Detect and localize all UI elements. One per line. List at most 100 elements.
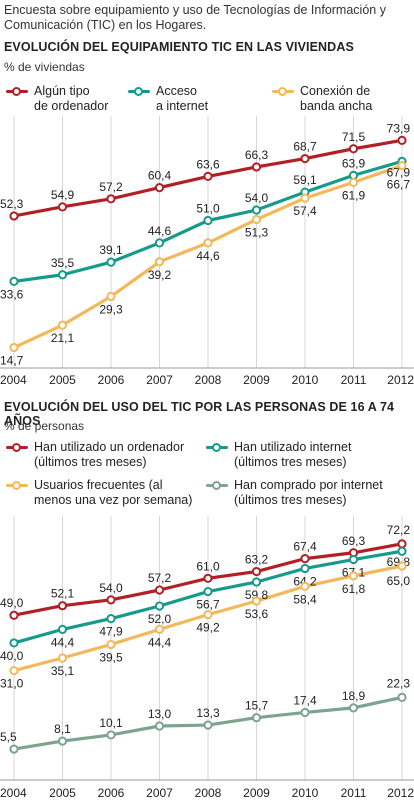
data-label: 63,2 — [245, 553, 269, 567]
data-point — [9, 744, 19, 754]
data-label: 63,6 — [196, 157, 220, 171]
data-label: 67,4 — [293, 540, 317, 554]
data-point — [300, 707, 310, 718]
data-point — [251, 566, 262, 577]
legend-swatch-teal — [206, 443, 228, 453]
data-label: 66,3 — [245, 148, 269, 162]
series-2-points: 40,044,447,952,056,759,864,267,169,8 — [0, 546, 410, 663]
data-label: 33,6 — [0, 287, 24, 301]
data-point — [106, 257, 116, 267]
data-point — [57, 320, 68, 330]
data-point — [106, 639, 116, 650]
data-label: 56,7 — [196, 598, 220, 612]
data-point — [57, 624, 68, 634]
data-label: 54,0 — [99, 581, 123, 595]
data-label: 52,1 — [51, 587, 75, 601]
data-point — [106, 291, 116, 302]
legend-item-frecuentes: Usuarios frecuentes (al menos una vez po… — [6, 478, 192, 508]
data-point — [348, 177, 359, 187]
data-label: 35,1 — [51, 664, 75, 678]
data-point — [300, 581, 310, 591]
data-point — [300, 153, 310, 164]
data-label: 51,0 — [196, 202, 220, 216]
chart2-title: EVOLUCIÓN DEL USO DEL TIC POR LAS PERSON… — [4, 400, 395, 428]
data-point — [251, 596, 262, 606]
data-label: 68,7 — [293, 140, 317, 154]
data-label: 40,0 — [0, 649, 24, 663]
data-point — [397, 692, 407, 702]
legend-label: Han utilizado internet (últimos tres mes… — [234, 440, 352, 469]
data-point — [203, 171, 213, 182]
data-label: 29,3 — [99, 302, 123, 316]
data-point — [9, 276, 19, 286]
data-label: 54,0 — [245, 191, 269, 205]
series-4-points: 5,5 8,1 10,1 13,0 13,3 15,7 17,4 18,9 22,3 — [0, 676, 410, 754]
data-point — [397, 546, 407, 556]
data-label: 61,0 — [196, 559, 220, 573]
data-point — [154, 238, 165, 248]
x-tick-label: 2012 — [387, 373, 414, 387]
data-point — [57, 653, 68, 663]
data-label: 21,1 — [51, 331, 75, 345]
data-label: 39,5 — [99, 650, 123, 664]
data-label: 64,2 — [293, 574, 317, 588]
data-point — [154, 257, 165, 267]
legend-item-internet: Acceso a internet — [128, 84, 208, 114]
data-point — [397, 160, 407, 171]
data-point — [251, 214, 262, 225]
data-label: 53,6 — [245, 607, 269, 621]
data-label: 71,5 — [342, 130, 366, 144]
legend-label: Algún tipo de ordenador — [34, 84, 109, 113]
x-tick-label: 2006 — [98, 373, 125, 387]
data-point — [300, 193, 310, 203]
series-1-points: 52,3 54,9 57,2 60,4 63,6 66,3 68,7 71,5 73,9 — [0, 121, 411, 221]
data-point — [9, 666, 19, 676]
data-label: 61,8 — [342, 582, 366, 596]
data-point — [251, 162, 262, 172]
series-3-points: 14,7 21,1 29,3 39,2 44,6 51,3 57,4 61,9 66,7 — [0, 160, 411, 368]
legend-swatch-red — [6, 87, 28, 97]
x-tick-label: 2009 — [243, 373, 270, 387]
chart1-svg: 2004 2005 2006 2007 2008 2009 2010 2011 2012 52,3… — [0, 116, 414, 387]
data-point — [203, 573, 213, 583]
intro-text: Encuesta sobre equipamiento y uso de Tec… — [4, 3, 386, 32]
x-tick-label: 2008 — [195, 786, 222, 800]
data-label: 15,7 — [245, 699, 269, 713]
legend-label: Acceso a internet — [156, 84, 209, 113]
data-label: 13,3 — [196, 706, 220, 720]
legend-swatch-orange — [272, 87, 294, 97]
data-label: 39,1 — [99, 243, 123, 257]
data-point — [251, 577, 262, 587]
x-tick-labels: 2004 2005 2006 2007 2008 2009 2010 2011 2012 — [0, 786, 414, 800]
data-label: 8,1 — [54, 722, 71, 736]
data-label: 60,4 — [148, 169, 172, 183]
data-point — [300, 563, 310, 574]
data-label: 5,5 — [0, 730, 17, 744]
data-label: 47,9 — [99, 625, 123, 639]
x-tick-label: 2009 — [243, 786, 270, 800]
legend-item-internet: Han utilizado internet (últimos tres mes… — [206, 440, 351, 470]
legend-label: Conexión de banda ancha — [300, 84, 373, 113]
legend-label: Usuarios frecuentes (al menos una vez po… — [34, 478, 193, 507]
data-point — [348, 703, 359, 713]
legend-label: Han comprado por internet (últimos tres … — [234, 478, 383, 507]
data-point — [203, 720, 213, 730]
data-label: 57,2 — [148, 571, 172, 585]
data-label: 66,7 — [387, 178, 411, 192]
data-point — [348, 554, 359, 565]
data-label: 17,4 — [293, 693, 317, 707]
data-label: 49,2 — [196, 621, 220, 635]
legend-swatch-grey — [206, 481, 228, 491]
data-label: 13,0 — [148, 707, 172, 721]
data-label: 35,5 — [51, 256, 75, 270]
x-tick-labels: 2004 2005 2006 2007 2008 2009 2010 2011 2012 — [0, 373, 414, 387]
x-tick-label: 2007 — [146, 786, 173, 800]
legend-item-ordenador: Algún tipo de ordenador — [6, 84, 108, 114]
x-tick-label: 2006 — [98, 786, 125, 800]
data-label: 54,9 — [51, 188, 75, 202]
data-point — [106, 614, 116, 624]
data-label: 52,3 — [0, 197, 24, 211]
data-label: 44,6 — [196, 249, 220, 263]
x-tick-label: 2012 — [387, 786, 414, 800]
data-label: 73,9 — [387, 121, 411, 135]
